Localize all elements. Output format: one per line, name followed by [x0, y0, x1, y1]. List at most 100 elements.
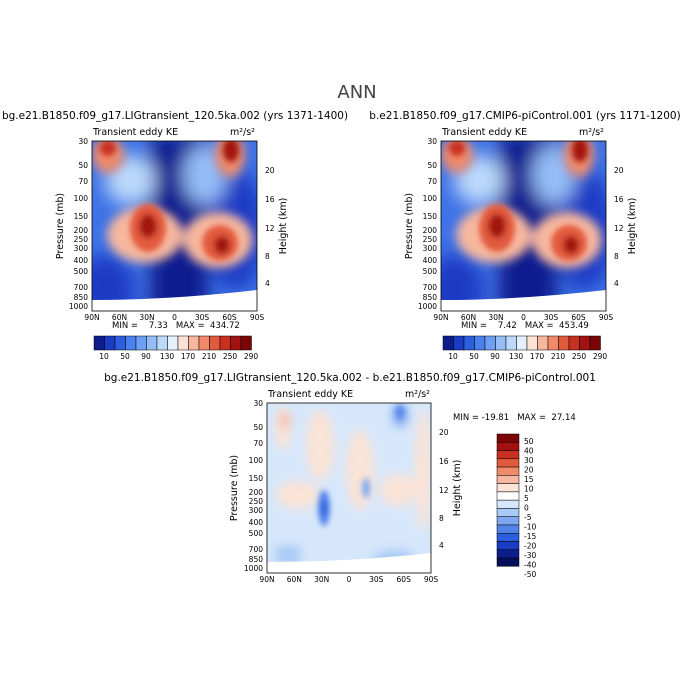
- x-tick-label: 0: [521, 313, 526, 322]
- colorbar-label: 20: [524, 466, 534, 475]
- colorbar-swatch: [496, 524, 520, 534]
- y-tick-label: 100: [249, 456, 264, 465]
- panel-2-stats: MIN = 7.42 MAX = 453.49: [461, 321, 589, 331]
- colorbar-swatch: [496, 433, 520, 443]
- y-tick-label: 70: [78, 177, 88, 186]
- panel-3-variable-label: Transient eddy KE: [267, 389, 353, 400]
- colorbar-swatch: [537, 335, 549, 351]
- panel-2-frame: [440, 140, 607, 312]
- colorbar-swatch: [188, 335, 200, 351]
- y-right-tick-label: 20: [265, 166, 275, 175]
- y-tick-label: 70: [253, 439, 263, 448]
- x-tick-label: 30S: [369, 575, 384, 584]
- colorbar-swatch: [496, 516, 520, 526]
- y-tick-label: 150: [74, 212, 89, 221]
- x-tick-label: 60N: [461, 313, 476, 322]
- x-tick-label: 0: [172, 313, 177, 322]
- colorbar-swatch: [177, 335, 189, 351]
- y-tick-label: 30: [253, 399, 263, 408]
- x-tick-label: 90S: [250, 313, 265, 322]
- x-tick-label: 90S: [599, 313, 614, 322]
- colorbar-swatch: [496, 549, 520, 559]
- y-tick-label: 1000: [244, 564, 263, 573]
- panel-2-field: [441, 141, 606, 311]
- panel-1-y-right-axis-title: Height (km): [278, 198, 289, 255]
- x-tick-label: 90N: [259, 575, 274, 584]
- colorbar-swatch: [496, 499, 520, 509]
- colorbar-label: 210: [551, 352, 566, 361]
- panel-3-frame: [266, 402, 432, 574]
- colorbar-label: 170: [530, 352, 545, 361]
- colorbar-swatch: [198, 335, 210, 351]
- x-tick-label: 30N: [139, 313, 154, 322]
- colorbar-swatch: [589, 335, 601, 351]
- panel-1-frame: [91, 140, 258, 312]
- colorbar-label: -30: [524, 551, 536, 560]
- y-right-tick-label: 16: [614, 195, 624, 204]
- colorbar-swatch: [230, 335, 242, 351]
- colorbar-swatch: [496, 483, 520, 493]
- colorbar-label: -20: [524, 542, 536, 551]
- colorbar-label: 290: [244, 352, 259, 361]
- colorbar-label: 170: [181, 352, 196, 361]
- colorbar-swatch: [114, 335, 126, 351]
- panel-1-stats: MIN = 7.33 MAX = 434.72: [112, 321, 240, 331]
- colorbar-label: 130: [509, 352, 524, 361]
- colorbar-swatch: [496, 466, 520, 476]
- page-title: ANN: [337, 82, 376, 103]
- y-tick-label: 150: [249, 474, 264, 483]
- colorbar-swatch: [579, 335, 591, 351]
- colorbar-swatch: [453, 335, 465, 351]
- colorbar-swatch: [496, 475, 520, 484]
- colorbar-label: 10: [524, 485, 534, 494]
- colorbar-swatch: [496, 541, 520, 551]
- colorbar-swatch: [219, 335, 231, 351]
- colorbar-swatch: [442, 335, 454, 351]
- colorbar-label: 90: [490, 352, 500, 361]
- colorbar-label: 250: [572, 352, 587, 361]
- colorbar-swatch: [135, 335, 147, 351]
- panel-1-colorbar: [93, 335, 252, 351]
- colorbar-swatch: [474, 335, 486, 351]
- x-tick-label: 90N: [433, 313, 448, 322]
- y-tick-label: 700: [249, 545, 264, 554]
- y-right-tick-label: 12: [614, 224, 624, 233]
- colorbar-label: -15: [524, 532, 536, 541]
- colorbar-label: -40: [524, 561, 536, 570]
- panel-2-y-ticks: 30 50 70 100 150 200 250 300 400 500 700…: [418, 137, 437, 311]
- panel-1-units-label: m²/s²: [230, 127, 255, 138]
- panel-1-title: bg.e21.B1850.f09_g17.LIGtransient_120.5k…: [2, 110, 348, 122]
- panel-3-colorbar: [496, 433, 520, 567]
- y-tick-label: 70: [427, 177, 437, 186]
- y-tick-label: 300: [74, 244, 89, 253]
- y-tick-label: 50: [253, 423, 263, 432]
- panel-3-field: [267, 403, 431, 573]
- colorbar-label: 250: [223, 352, 238, 361]
- colorbar-swatch: [496, 442, 520, 451]
- panel-2-y-axis-title: Pressure (mb): [404, 193, 415, 259]
- colorbar-swatch: [156, 335, 168, 351]
- y-tick-label: 100: [74, 194, 89, 203]
- y-tick-label: 1000: [418, 302, 437, 311]
- x-tick-label: 60S: [222, 313, 237, 322]
- panel-2: b.e21.B1850.f09_g17.CMIP6-piControl.001 …: [369, 110, 680, 361]
- colorbar-label: 5: [524, 494, 529, 503]
- panel-2-x-ticks: 90N 60N 30N 0 30S 60S 90S: [433, 313, 613, 322]
- panel-3-y-right-axis-title: Height (km): [452, 460, 463, 517]
- colorbar-swatch: [167, 335, 179, 351]
- y-tick-label: 30: [78, 137, 88, 146]
- y-tick-label: 50: [78, 161, 88, 170]
- colorbar-swatch: [240, 335, 252, 351]
- colorbar-label: 0: [524, 504, 529, 513]
- y-tick-label: 250: [423, 235, 438, 244]
- colorbar-label: 290: [593, 352, 608, 361]
- panel-3-y-axis-title: Pressure (mb): [229, 455, 240, 521]
- colorbar-label: 90: [141, 352, 151, 361]
- y-tick-label: 1000: [69, 302, 88, 311]
- colorbar-label: 50: [524, 437, 534, 446]
- x-tick-label: 60S: [397, 575, 412, 584]
- panel-1-y-axis-title: Pressure (mb): [55, 193, 66, 259]
- panel-2-y-right-ticks: 20 16 12 8 4: [614, 166, 624, 288]
- colorbar-label: -10: [524, 523, 536, 532]
- y-tick-label: 300: [249, 506, 264, 515]
